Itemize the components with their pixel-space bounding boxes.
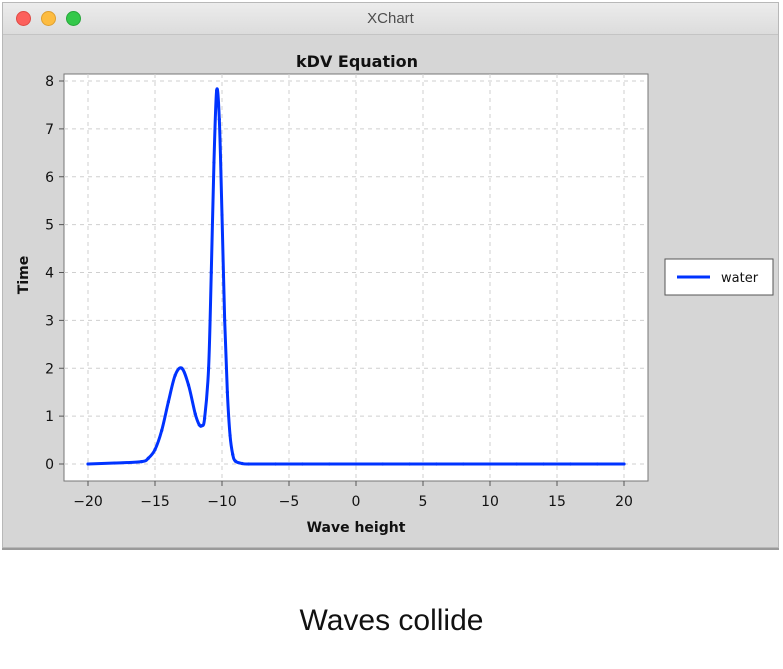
data-point xyxy=(461,462,465,466)
y-tick-label: 7 xyxy=(45,122,54,138)
data-point xyxy=(113,461,117,465)
data-point xyxy=(247,462,251,466)
data-point xyxy=(197,423,201,427)
legend: water xyxy=(664,258,774,296)
x-tick-label: −20 xyxy=(73,494,103,510)
data-point xyxy=(240,461,244,466)
y-tick-label: 8 xyxy=(45,74,54,90)
chart-title: kDV Equation xyxy=(296,52,418,71)
data-point xyxy=(202,416,207,421)
data-point xyxy=(186,383,191,387)
data-point xyxy=(568,462,573,466)
data-point xyxy=(160,428,164,433)
window-title: XChart xyxy=(367,10,414,27)
data-point xyxy=(220,213,224,217)
data-point xyxy=(354,462,358,466)
y-tick-label: 0 xyxy=(45,457,54,473)
data-point xyxy=(146,456,150,460)
y-tick-label: 4 xyxy=(45,266,54,282)
data-point xyxy=(408,462,412,466)
data-point xyxy=(193,412,197,416)
x-tick-label: 15 xyxy=(548,494,566,510)
axes: −20 −15 −10 −5 0 5 10 15 20 0 1 2 3 4 5 6 7 8 xyxy=(45,74,633,510)
series-layer xyxy=(86,87,626,466)
close-window-button[interactable] xyxy=(16,11,31,26)
data-point xyxy=(231,452,235,457)
data-point xyxy=(215,88,219,93)
data-point xyxy=(166,400,170,404)
data-point xyxy=(200,424,204,428)
data-point xyxy=(153,448,157,452)
data-point xyxy=(381,462,385,466)
data-point xyxy=(300,462,304,466)
x-tick-label: −10 xyxy=(207,494,237,510)
y-tick-label: 1 xyxy=(45,409,54,425)
legend-series-label: water xyxy=(721,271,759,286)
data-point xyxy=(86,462,90,466)
data-point xyxy=(542,462,546,466)
data-point xyxy=(434,462,438,466)
data-point xyxy=(228,433,232,437)
window-bottom-edge xyxy=(2,548,779,550)
x-tick-label: 10 xyxy=(481,494,499,510)
grid xyxy=(64,74,648,481)
data-point xyxy=(488,462,492,466)
data-point xyxy=(327,462,331,466)
data-point xyxy=(515,462,519,466)
data-point xyxy=(212,160,216,164)
y-tick-label: 5 xyxy=(45,218,54,234)
x-tick-label: 20 xyxy=(615,494,633,510)
x-tick-label: −5 xyxy=(279,494,300,510)
data-point xyxy=(209,270,213,275)
y-tick-label: 2 xyxy=(45,361,54,377)
maximize-window-button[interactable] xyxy=(66,11,81,26)
title-bar: XChart xyxy=(3,3,778,35)
x-tick-label: 0 xyxy=(352,494,361,510)
data-point xyxy=(225,390,229,394)
data-point xyxy=(223,318,227,322)
x-tick-label: 5 xyxy=(419,494,428,510)
x-tick-label: −15 xyxy=(140,494,170,510)
x-axis-label: Wave height xyxy=(307,520,406,536)
data-point xyxy=(180,366,184,370)
figure-caption: Waves collide xyxy=(299,604,484,637)
data-point xyxy=(233,459,237,463)
minimize-window-button[interactable] xyxy=(41,11,56,26)
data-point xyxy=(207,366,211,370)
data-point xyxy=(140,460,144,464)
data-point xyxy=(622,462,626,466)
data-point xyxy=(217,117,221,121)
data-point xyxy=(173,373,177,378)
y-axis-label: Time xyxy=(16,256,32,294)
data-point xyxy=(274,462,278,466)
data-point xyxy=(595,462,599,466)
y-tick-label: 6 xyxy=(45,170,54,186)
y-tick-label: 3 xyxy=(45,313,54,329)
